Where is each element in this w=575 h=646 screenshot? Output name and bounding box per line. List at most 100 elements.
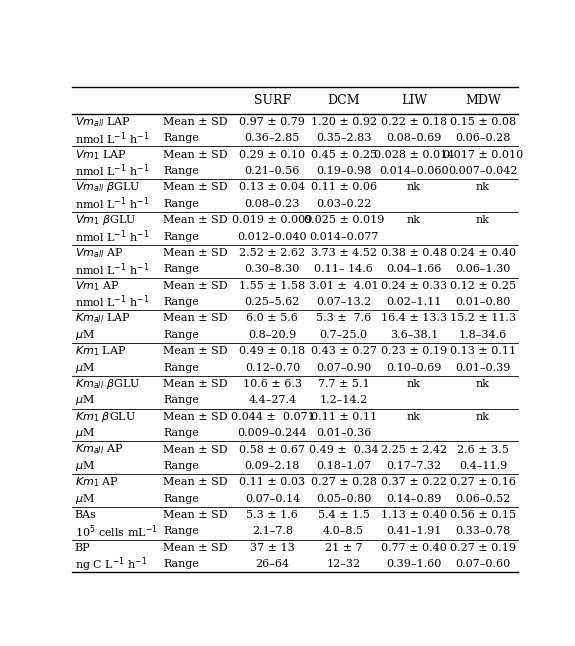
Text: Range: Range: [163, 133, 199, 143]
Text: 0.7–25.0: 0.7–25.0: [320, 330, 368, 340]
Text: nk: nk: [476, 182, 490, 193]
Text: $Km_1$ AP: $Km_1$ AP: [75, 475, 118, 489]
Text: $\mu$M: $\mu$M: [75, 393, 95, 408]
Text: 0.12–0.70: 0.12–0.70: [245, 362, 300, 373]
Text: BAs: BAs: [75, 510, 97, 520]
Text: 16.4 ± 13.3: 16.4 ± 13.3: [381, 313, 447, 324]
Text: 37 ± 13: 37 ± 13: [250, 543, 295, 553]
Text: $Km_{all}$ AP: $Km_{all}$ AP: [75, 443, 123, 457]
Text: 0.37 ± 0.22: 0.37 ± 0.22: [381, 477, 447, 487]
Text: 0.07–0.90: 0.07–0.90: [316, 362, 371, 373]
Text: 0.22 ± 0.18: 0.22 ± 0.18: [381, 117, 447, 127]
Text: Mean ± SD: Mean ± SD: [163, 543, 228, 553]
Text: 0.03–0.22: 0.03–0.22: [316, 199, 371, 209]
Text: ng C L$^{-1}$ h$^{-1}$: ng C L$^{-1}$ h$^{-1}$: [75, 555, 147, 574]
Text: 1.8–34.6: 1.8–34.6: [459, 330, 507, 340]
Text: nmol L$^{-1}$ h$^{-1}$: nmol L$^{-1}$ h$^{-1}$: [75, 196, 149, 212]
Text: DCM: DCM: [327, 94, 360, 107]
Text: 3.73 ± 4.52: 3.73 ± 4.52: [310, 248, 377, 258]
Text: 0.13 ± 0.11: 0.13 ± 0.11: [450, 346, 516, 356]
Text: 0.014–0.060: 0.014–0.060: [379, 166, 448, 176]
Text: 0.24 ± 0.33: 0.24 ± 0.33: [381, 281, 447, 291]
Text: Range: Range: [163, 428, 199, 438]
Text: nk: nk: [407, 215, 421, 225]
Text: 0.11 ± 0.06: 0.11 ± 0.06: [310, 182, 377, 193]
Text: 0.13 ± 0.04: 0.13 ± 0.04: [239, 182, 305, 193]
Text: Range: Range: [163, 559, 199, 569]
Text: 0.21–0.56: 0.21–0.56: [245, 166, 300, 176]
Text: 0.08–0.69: 0.08–0.69: [386, 133, 442, 143]
Text: 0.017 ± 0.010: 0.017 ± 0.010: [443, 150, 523, 160]
Text: 1.20 ± 0.92: 1.20 ± 0.92: [310, 117, 377, 127]
Text: 0.044 ±  0.071: 0.044 ± 0.071: [231, 412, 315, 422]
Text: Range: Range: [163, 362, 199, 373]
Text: 2.6 ± 3.5: 2.6 ± 3.5: [457, 444, 509, 455]
Text: Mean ± SD: Mean ± SD: [163, 346, 228, 356]
Text: 0.012–0.040: 0.012–0.040: [237, 231, 307, 242]
Text: $\mu$M: $\mu$M: [75, 426, 95, 440]
Text: 0.27 ± 0.16: 0.27 ± 0.16: [450, 477, 516, 487]
Text: $Km_{all}$ $\beta$GLU: $Km_{all}$ $\beta$GLU: [75, 377, 140, 391]
Text: 0.02–1.11: 0.02–1.11: [386, 297, 442, 307]
Text: 0.18–1.07: 0.18–1.07: [316, 461, 371, 471]
Text: 0.06–0.52: 0.06–0.52: [455, 494, 511, 504]
Text: nmol L$^{-1}$ h$^{-1}$: nmol L$^{-1}$ h$^{-1}$: [75, 261, 149, 278]
Text: 0.49 ± 0.18: 0.49 ± 0.18: [239, 346, 305, 356]
Text: 0.19–0.98: 0.19–0.98: [316, 166, 371, 176]
Text: Mean ± SD: Mean ± SD: [163, 477, 228, 487]
Text: 15.2 ± 11.3: 15.2 ± 11.3: [450, 313, 516, 324]
Text: 0.06–1.30: 0.06–1.30: [455, 264, 511, 275]
Text: 0.56 ± 0.15: 0.56 ± 0.15: [450, 510, 516, 520]
Text: 0.009–0.244: 0.009–0.244: [237, 428, 307, 438]
Text: 10.6 ± 6.3: 10.6 ± 6.3: [243, 379, 302, 389]
Text: nmol L$^{-1}$ h$^{-1}$: nmol L$^{-1}$ h$^{-1}$: [75, 294, 149, 311]
Text: 0.38 ± 0.48: 0.38 ± 0.48: [381, 248, 447, 258]
Text: 0.45 ± 0.25: 0.45 ± 0.25: [310, 150, 377, 160]
Text: 0.028 ± 0.014: 0.028 ± 0.014: [374, 150, 454, 160]
Text: nk: nk: [407, 412, 421, 422]
Text: 5.3 ± 1.6: 5.3 ± 1.6: [247, 510, 298, 520]
Text: $Km_1$ $\beta$GLU: $Km_1$ $\beta$GLU: [75, 410, 136, 424]
Text: 0.27 ± 0.28: 0.27 ± 0.28: [310, 477, 377, 487]
Text: Mean ± SD: Mean ± SD: [163, 281, 228, 291]
Text: Range: Range: [163, 461, 199, 471]
Text: $Vm_{all}$ $\beta$GLU: $Vm_{all}$ $\beta$GLU: [75, 180, 140, 194]
Text: 0.01–0.36: 0.01–0.36: [316, 428, 371, 438]
Text: 21 ± 7: 21 ± 7: [325, 543, 362, 553]
Text: Mean ± SD: Mean ± SD: [163, 510, 228, 520]
Text: 6.0 ± 5.6: 6.0 ± 5.6: [247, 313, 298, 324]
Text: 7.7 ± 5.1: 7.7 ± 5.1: [318, 379, 370, 389]
Text: Mean ± SD: Mean ± SD: [163, 412, 228, 422]
Text: 0.4–11.9: 0.4–11.9: [459, 461, 507, 471]
Text: $\mu$M: $\mu$M: [75, 492, 95, 506]
Text: 3.01 ±  4.01: 3.01 ± 4.01: [309, 281, 378, 291]
Text: 0.12 ± 0.25: 0.12 ± 0.25: [450, 281, 516, 291]
Text: 0.07–13.2: 0.07–13.2: [316, 297, 371, 307]
Text: nk: nk: [476, 379, 490, 389]
Text: 1.13 ± 0.40: 1.13 ± 0.40: [381, 510, 447, 520]
Text: Range: Range: [163, 494, 199, 504]
Text: $Km_{all}$ LAP: $Km_{all}$ LAP: [75, 311, 130, 326]
Text: 0.01–0.80: 0.01–0.80: [455, 297, 511, 307]
Text: $Vm_{all}$ LAP: $Vm_{all}$ LAP: [75, 115, 131, 129]
Text: 0.07–0.14: 0.07–0.14: [245, 494, 300, 504]
Text: 0.01–0.39: 0.01–0.39: [455, 362, 511, 373]
Text: 0.30–8.30: 0.30–8.30: [245, 264, 300, 275]
Text: nmol L$^{-1}$ h$^{-1}$: nmol L$^{-1}$ h$^{-1}$: [75, 130, 149, 147]
Text: Range: Range: [163, 330, 199, 340]
Text: Range: Range: [163, 526, 199, 536]
Text: nk: nk: [407, 379, 421, 389]
Text: 0.11– 14.6: 0.11– 14.6: [315, 264, 373, 275]
Text: Mean ± SD: Mean ± SD: [163, 313, 228, 324]
Text: 0.15 ± 0.08: 0.15 ± 0.08: [450, 117, 516, 127]
Text: 26–64: 26–64: [255, 559, 289, 569]
Text: 0.14–0.89: 0.14–0.89: [386, 494, 442, 504]
Text: 0.35–2.83: 0.35–2.83: [316, 133, 371, 143]
Text: MDW: MDW: [465, 94, 501, 107]
Text: 0.11 ± 0.11: 0.11 ± 0.11: [310, 412, 377, 422]
Text: Range: Range: [163, 231, 199, 242]
Text: nmol L$^{-1}$ h$^{-1}$: nmol L$^{-1}$ h$^{-1}$: [75, 163, 149, 180]
Text: 0.025 ± 0.019: 0.025 ± 0.019: [304, 215, 384, 225]
Text: Range: Range: [163, 297, 199, 307]
Text: Mean ± SD: Mean ± SD: [163, 444, 228, 455]
